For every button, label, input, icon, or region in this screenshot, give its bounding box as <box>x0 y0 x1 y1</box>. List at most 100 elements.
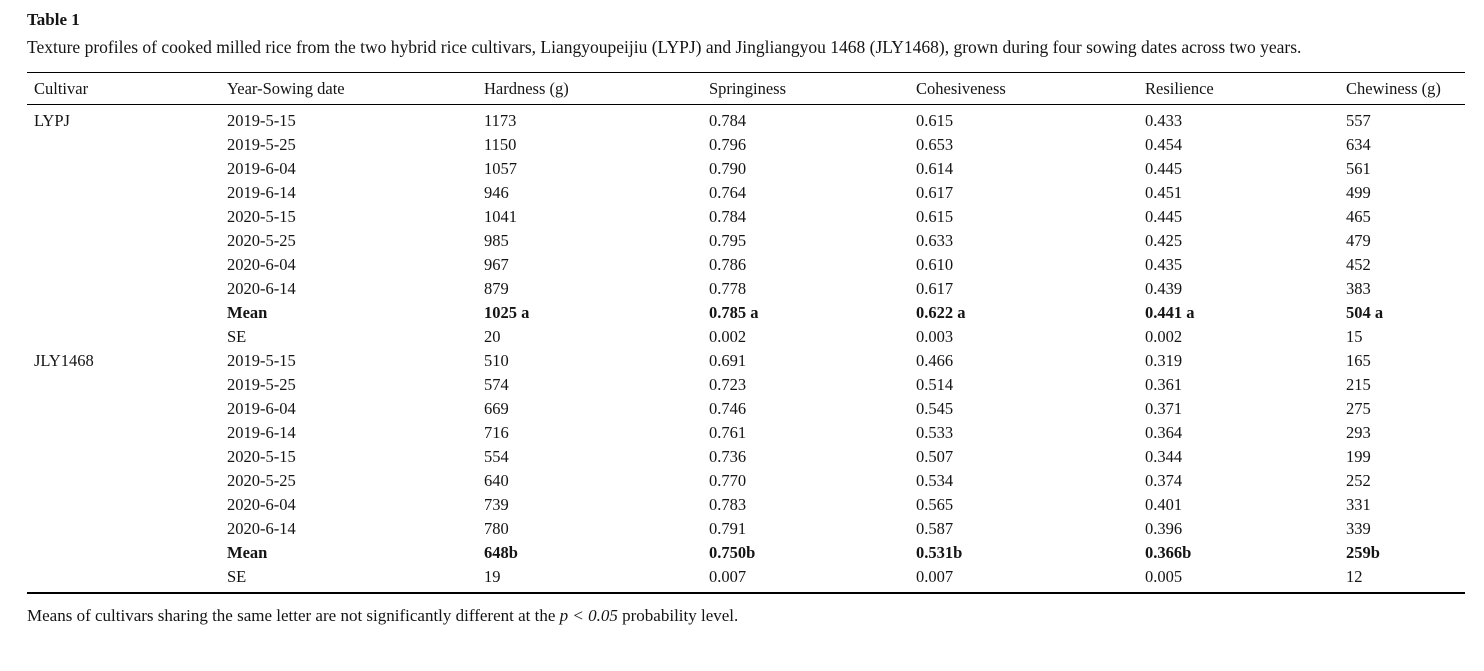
table-cell: 0.791 <box>709 519 747 538</box>
table-body: LYPJ 2019-5-15 1173 0.784 0.615 0.433 557 2019-… <box>27 105 1465 594</box>
table-cell: 0.795 <box>709 231 747 250</box>
table-cell: 2019-5-25 <box>227 375 296 394</box>
table-cell: 0.401 <box>1145 495 1183 514</box>
table-label: Table 1 <box>27 10 80 29</box>
table-cell: 0.622 a <box>916 303 966 322</box>
table-cell <box>27 253 227 277</box>
table-row: 2019-5-25 1150 0.796 0.653 0.454 634 <box>27 133 1465 157</box>
table-cell: 780 <box>484 519 509 538</box>
table-cell: 0.319 <box>1145 351 1183 370</box>
table-cell: 0.396 <box>1145 519 1183 538</box>
column-header-cultivar: Cultivar <box>34 78 89 98</box>
table-cell: 0.435 <box>1145 255 1183 274</box>
table-cell: 0.617 <box>916 183 954 202</box>
table-footnote: Means of cultivars sharing the same lett… <box>27 603 1464 628</box>
table-cell: 199 <box>1346 447 1371 466</box>
table-row: 2019-6-04 669 0.746 0.545 0.371 275 <box>27 397 1465 421</box>
table-cell: 293 <box>1346 423 1371 442</box>
table-cell: 0.750b <box>709 543 756 562</box>
table-cell: 0.007 <box>916 567 954 586</box>
table-cell: 0.439 <box>1145 279 1183 298</box>
table-cell: 0.587 <box>916 519 954 538</box>
table-cell: 0.783 <box>709 495 747 514</box>
table-cell <box>27 493 227 517</box>
table-cell: 479 <box>1346 231 1371 250</box>
table-cell: 1057 <box>484 159 517 178</box>
table-cell: 0.425 <box>1145 231 1183 250</box>
table-row: 2019-6-14 716 0.761 0.533 0.364 293 <box>27 421 1465 445</box>
table-row: 2019-5-25 574 0.723 0.514 0.361 215 <box>27 373 1465 397</box>
table-cell <box>27 157 227 181</box>
table-cell: 0.653 <box>916 135 954 154</box>
table-cell: 504 a <box>1346 303 1384 322</box>
table-cell: 0.614 <box>916 159 954 178</box>
footnote-p-value: p < 0.05 <box>559 606 618 625</box>
table-row: 2019-6-04 1057 0.790 0.614 0.445 561 <box>27 157 1465 181</box>
table-cell: Mean <box>227 543 268 562</box>
table-cell: 640 <box>484 471 509 490</box>
table-cell: 1173 <box>484 111 517 130</box>
table-cell: 716 <box>484 423 509 442</box>
table-cell: 2020-5-25 <box>227 231 296 250</box>
table-row: 2020-6-04 967 0.786 0.610 0.435 452 <box>27 253 1465 277</box>
table-cell: 0.565 <box>916 495 954 514</box>
table-row: LYPJ 2019-5-15 1173 0.784 0.615 0.433 557 <box>27 105 1465 134</box>
column-header-cohesiveness: Cohesiveness <box>916 78 1006 98</box>
table-cell: 465 <box>1346 207 1371 226</box>
table-cell: 0.445 <box>1145 207 1183 226</box>
table-cell: 0.003 <box>916 327 954 346</box>
table-cell: 0.633 <box>916 231 954 250</box>
table-cell: 452 <box>1346 255 1371 274</box>
table-cell: 0.778 <box>709 279 747 298</box>
column-header-year-sowing-date: Year-Sowing date <box>227 78 345 98</box>
table-cell: 19 <box>484 567 501 586</box>
table-cell <box>27 133 227 157</box>
table-cell: 0.691 <box>709 351 747 370</box>
table-cell: 574 <box>484 375 509 394</box>
table-cell: 165 <box>1346 351 1371 370</box>
table-cell: 1150 <box>484 135 517 154</box>
table-cell: 0.007 <box>709 567 747 586</box>
table-cell: 2019-5-25 <box>227 135 296 154</box>
table-cell: 1041 <box>484 207 517 226</box>
table-cell: 985 <box>484 231 509 250</box>
table-cell: 0.770 <box>709 471 747 490</box>
table-row: JLY1468 2019-5-15 510 0.691 0.466 0.319 165 <box>27 349 1465 373</box>
table-cell: 561 <box>1346 159 1371 178</box>
table-cell: 15 <box>1346 327 1363 346</box>
table-cell <box>27 397 227 421</box>
table-cell: 0.786 <box>709 255 747 274</box>
table-cell: 946 <box>484 183 509 202</box>
table-row: 2020-6-14 780 0.791 0.587 0.396 339 <box>27 517 1465 541</box>
table-cell: 0.433 <box>1145 111 1183 130</box>
table-cell: 634 <box>1346 135 1371 154</box>
table-row: 2020-5-15 554 0.736 0.507 0.344 199 <box>27 445 1465 469</box>
table-row: 2020-6-14 879 0.778 0.617 0.439 383 <box>27 277 1465 301</box>
table-row: 2019-6-14 946 0.764 0.617 0.451 499 <box>27 181 1465 205</box>
table-cell <box>27 325 227 349</box>
table-cell <box>27 517 227 541</box>
table-row: 2020-5-25 640 0.770 0.534 0.374 252 <box>27 469 1465 493</box>
table-cell: 0.723 <box>709 375 747 394</box>
table-cell <box>27 301 227 325</box>
table-cell: 0.005 <box>1145 567 1183 586</box>
table-cell: 12 <box>1346 567 1363 586</box>
table-caption: Texture profiles of cooked milled rice f… <box>27 37 1302 57</box>
table-cell: 0.445 <box>1145 159 1183 178</box>
table-cell: 2019-6-04 <box>227 159 296 178</box>
table-cell: 2019-6-14 <box>227 423 296 442</box>
table-cell: 0.531b <box>916 543 963 562</box>
table-cell: 0.534 <box>916 471 954 490</box>
table-cell: 0.617 <box>916 279 954 298</box>
table-cell: 0.466 <box>916 351 954 370</box>
table-row: SE 20 0.002 0.003 0.002 15 <box>27 325 1465 349</box>
table-cell: 331 <box>1346 495 1371 514</box>
table-cell: 0.533 <box>916 423 954 442</box>
table-cell: 0.371 <box>1145 399 1183 418</box>
table-cell: 0.364 <box>1145 423 1183 442</box>
table-row: Mean 1025 a 0.785 a 0.622 a 0.441 a 504 a <box>27 301 1465 325</box>
table-cell: 0.746 <box>709 399 747 418</box>
table-row: SE 19 0.007 0.007 0.005 12 <box>27 565 1465 593</box>
table-cell: 2019-5-15 <box>227 351 296 370</box>
table-cell: 0.366b <box>1145 543 1192 562</box>
